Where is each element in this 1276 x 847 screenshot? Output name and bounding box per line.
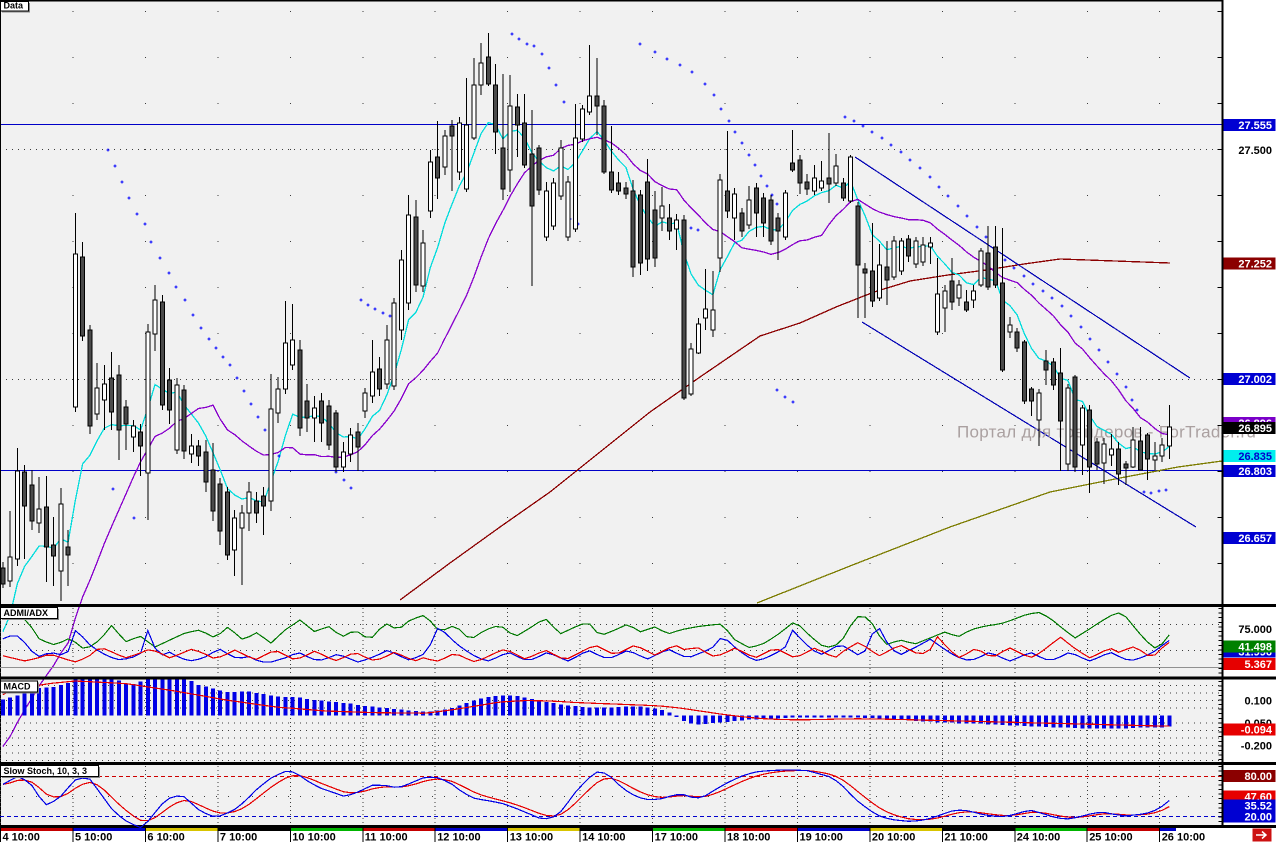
- svg-text:-0.094: -0.094: [1241, 725, 1273, 737]
- svg-text:14 10:00: 14 10:00: [582, 832, 625, 843]
- svg-text:27.500: 27.500: [1238, 145, 1272, 157]
- svg-text:-0.200: -0.200: [1241, 741, 1272, 753]
- svg-text:10 10:00: 10 10:00: [292, 832, 335, 843]
- svg-text:26.895: 26.895: [1238, 423, 1272, 435]
- svg-text:Slow Stoch, 10, 3, 3: Slow Stoch, 10, 3, 3: [4, 766, 88, 776]
- svg-text:80.00: 80.00: [1244, 771, 1272, 783]
- svg-text:11 10:00: 11 10:00: [365, 832, 408, 843]
- svg-text:ADMI/ADX: ADMI/ADX: [4, 608, 49, 618]
- svg-text:12 10:00: 12 10:00: [437, 832, 480, 843]
- svg-text:26.835: 26.835: [1238, 451, 1272, 463]
- svg-text:24 10:00: 24 10:00: [1017, 832, 1060, 843]
- svg-text:19 10:00: 19 10:00: [800, 832, 843, 843]
- svg-text:18 10:00: 18 10:00: [727, 832, 770, 843]
- svg-text:5 10:00: 5 10:00: [75, 832, 112, 843]
- svg-text:0.100: 0.100: [1244, 696, 1272, 708]
- svg-text:7 10:00: 7 10:00: [220, 832, 257, 843]
- svg-text:26 10:00: 26 10:00: [1162, 832, 1205, 843]
- svg-text:4 10:00: 4 10:00: [3, 832, 40, 843]
- svg-text:Data: Data: [4, 1, 25, 11]
- svg-text:25 10:00: 25 10:00: [1089, 832, 1132, 843]
- svg-text:27.555: 27.555: [1238, 120, 1272, 132]
- svg-text:13 10:00: 13 10:00: [510, 832, 553, 843]
- svg-text:21 10:00: 21 10:00: [944, 832, 987, 843]
- svg-text:MACD: MACD: [4, 682, 31, 692]
- svg-text:27.252: 27.252: [1238, 259, 1272, 271]
- svg-text:26.803: 26.803: [1238, 466, 1272, 478]
- svg-text:35.52: 35.52: [1244, 801, 1272, 813]
- svg-text:17 10:00: 17 10:00: [655, 832, 698, 843]
- svg-text:20 10:00: 20 10:00: [872, 832, 915, 843]
- svg-text:41.498: 41.498: [1238, 641, 1272, 653]
- svg-text:27.002: 27.002: [1238, 374, 1272, 386]
- svg-text:26.657: 26.657: [1238, 533, 1272, 545]
- svg-text:75.000: 75.000: [1238, 624, 1272, 636]
- svg-text:6 10:00: 6 10:00: [147, 832, 184, 843]
- svg-text:5.367: 5.367: [1244, 659, 1272, 671]
- svg-text:20.00: 20.00: [1244, 812, 1272, 824]
